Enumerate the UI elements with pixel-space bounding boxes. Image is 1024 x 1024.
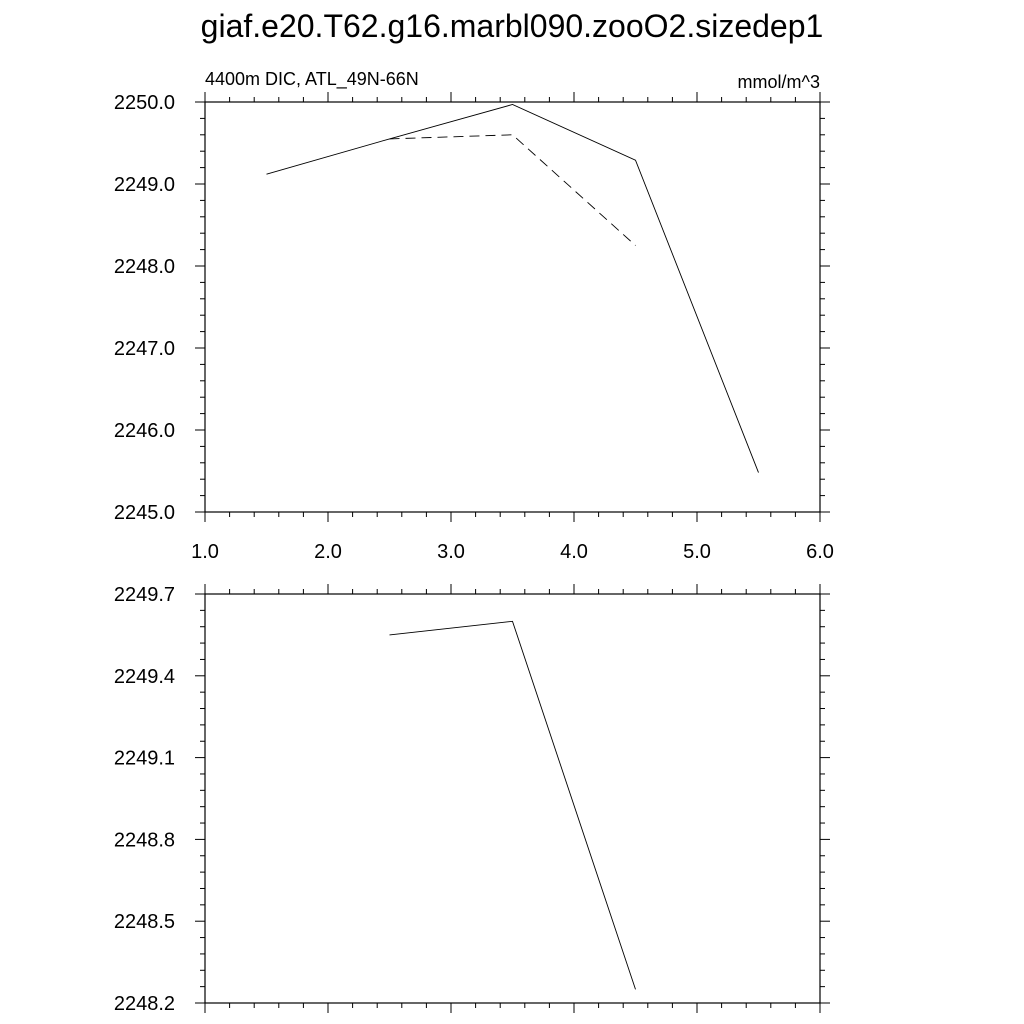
x-tick-label: 3.0 [437, 541, 465, 563]
plot-frame [204, 101, 821, 513]
left-sublabel: 4400m DIC, ATL_49N-66N [205, 69, 419, 90]
bottom-panel: 2248.2 2248.5 2248.8 2249.1 2249.4 2249.7 [114, 584, 830, 1015]
y-tick-label: 2246.0 [114, 420, 175, 442]
y-tick-label: 2248.2 [114, 993, 175, 1015]
chart-title: giaf.e20.T62.g16.marbl090.zooO2.sizedep1 [200, 8, 824, 44]
x-tick-label: 2.0 [314, 541, 342, 563]
y-tick-label: 2249.7 [114, 584, 175, 606]
x-tick-label: 1.0 [191, 541, 219, 563]
y-tick-label: 2248.5 [114, 911, 175, 933]
series-line-solid [389, 620, 636, 990]
series-line-solid [266, 104, 759, 473]
x-tick-label: 5.0 [683, 541, 711, 563]
x-tick-label: 4.0 [560, 541, 588, 563]
y-tick-label: 2247.0 [114, 338, 175, 360]
y-tick-label: 2249.4 [114, 666, 175, 688]
y-tick-label: 2248.0 [114, 256, 175, 278]
y-tick-label: 2249.1 [114, 748, 175, 770]
series-line-dashed [389, 134, 636, 246]
y-tick-label: 2250.0 [114, 92, 175, 114]
y-tick-label: 2249.0 [114, 174, 175, 196]
x-tick-label: 6.0 [806, 541, 834, 563]
plot-frame [204, 593, 821, 1004]
y-tick-label: 2248.8 [114, 829, 175, 851]
y-tick-label: 2245.0 [114, 502, 175, 524]
top-panel: 2245.0 2246.0 2247.0 2248.0 2249.0 2250.0 1.0 2… [114, 69, 834, 563]
right-sublabel: mmol/m^3 [738, 72, 820, 92]
